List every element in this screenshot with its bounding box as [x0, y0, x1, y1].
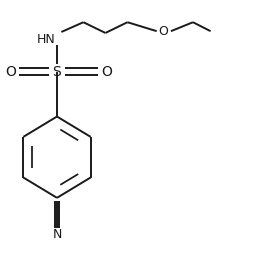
Text: O: O — [101, 65, 112, 79]
Text: O: O — [158, 25, 168, 38]
Text: O: O — [5, 65, 16, 79]
Text: HN: HN — [37, 33, 56, 46]
Text: N: N — [52, 228, 62, 241]
Text: S: S — [53, 65, 61, 79]
